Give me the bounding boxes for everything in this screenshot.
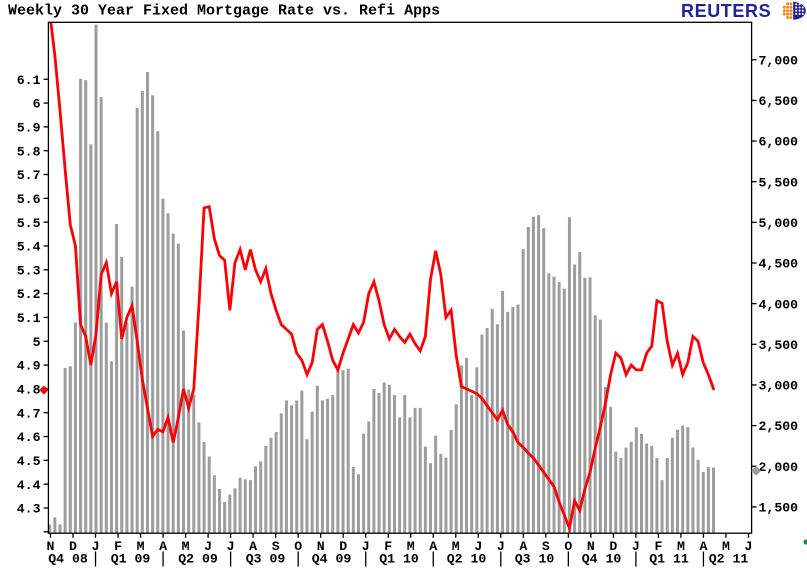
svg-text:D: D <box>609 539 617 554</box>
svg-text:N: N <box>47 539 55 554</box>
svg-text:4,500: 4,500 <box>759 257 799 272</box>
svg-text:4,000: 4,000 <box>759 297 799 312</box>
svg-text:M: M <box>407 539 415 554</box>
svg-text:A: A <box>519 539 527 554</box>
svg-text:M: M <box>182 539 190 554</box>
svg-text:5,500: 5,500 <box>759 175 799 190</box>
svg-text:F: F <box>114 539 122 554</box>
svg-text:Q4 09: Q4 09 <box>312 552 352 567</box>
svg-text:J: J <box>474 539 482 554</box>
svg-text:A: A <box>159 539 167 554</box>
svg-text:Q2 10: Q2 10 <box>447 552 487 567</box>
svg-text:5: 5 <box>33 335 41 350</box>
svg-text:4.8: 4.8 <box>17 383 41 398</box>
svg-text:7,000: 7,000 <box>759 53 799 68</box>
svg-text:REUTERS: REUTERS <box>681 1 771 21</box>
svg-text:5.2: 5.2 <box>17 287 41 302</box>
svg-text:4.6: 4.6 <box>17 430 41 445</box>
svg-text:3,000: 3,000 <box>759 379 799 394</box>
svg-text:O: O <box>294 539 302 554</box>
svg-text:J: J <box>362 539 370 554</box>
svg-text:5.5: 5.5 <box>17 216 41 231</box>
svg-text:F: F <box>654 539 662 554</box>
svg-text:Q2 11: Q2 11 <box>709 552 749 567</box>
svg-text:5.9: 5.9 <box>17 120 41 135</box>
svg-text:S: S <box>272 539 280 554</box>
svg-text:M: M <box>677 539 685 554</box>
svg-text:5.7: 5.7 <box>17 168 41 183</box>
svg-text:4.5: 4.5 <box>17 454 41 469</box>
svg-text:Weekly 30 Year Fixed Mortgage: Weekly 30 Year Fixed Mortgage Rate vs. R… <box>8 2 440 19</box>
svg-text:6.1: 6.1 <box>17 73 41 88</box>
svg-text:J: J <box>745 539 753 554</box>
svg-text:M: M <box>452 539 460 554</box>
svg-text:N: N <box>317 539 325 554</box>
svg-text:J: J <box>497 539 505 554</box>
svg-text:4.9: 4.9 <box>17 359 41 374</box>
svg-text:5.8: 5.8 <box>17 144 41 159</box>
svg-text:J: J <box>204 539 212 554</box>
svg-text:6: 6 <box>33 97 41 112</box>
svg-text:A: A <box>699 539 707 554</box>
svg-text:O: O <box>564 539 572 554</box>
svg-text:Q1 09: Q1 09 <box>111 552 151 567</box>
svg-text:J: J <box>632 539 640 554</box>
svg-text:4.4: 4.4 <box>17 478 41 493</box>
svg-text:5.6: 5.6 <box>17 192 41 207</box>
svg-text:4.3: 4.3 <box>17 502 41 517</box>
svg-text:F: F <box>384 539 392 554</box>
svg-text:S: S <box>542 539 550 554</box>
svg-text:Q2 09: Q2 09 <box>178 552 218 567</box>
svg-text:Q1 10: Q1 10 <box>379 552 419 567</box>
svg-text:J: J <box>92 539 100 554</box>
svg-text:M: M <box>722 539 730 554</box>
svg-text:M: M <box>137 539 145 554</box>
svg-text:1,500: 1,500 <box>759 501 799 516</box>
svg-text:5.1: 5.1 <box>17 311 41 326</box>
svg-text:5,000: 5,000 <box>759 216 799 231</box>
svg-text:N: N <box>587 539 595 554</box>
svg-text:6,000: 6,000 <box>759 135 799 150</box>
svg-text:Q3 10: Q3 10 <box>515 552 555 567</box>
svg-text:2,000: 2,000 <box>759 460 799 475</box>
svg-text:5.4: 5.4 <box>17 240 41 255</box>
svg-text:J: J <box>227 539 235 554</box>
svg-text:D: D <box>69 539 77 554</box>
svg-text:A: A <box>249 539 257 554</box>
svg-text:D: D <box>339 539 347 554</box>
svg-text:5.3: 5.3 <box>17 263 41 278</box>
svg-text:Q1 11: Q1 11 <box>649 552 689 567</box>
svg-text:6,500: 6,500 <box>759 94 799 109</box>
svg-text:Q3 09: Q3 09 <box>246 552 286 567</box>
svg-text:A: A <box>429 539 437 554</box>
svg-text:Q4 10: Q4 10 <box>582 552 622 567</box>
svg-text:3,500: 3,500 <box>759 338 799 353</box>
svg-text:4.7: 4.7 <box>17 406 41 421</box>
svg-text:Q4 08: Q4 08 <box>48 552 88 567</box>
svg-text:2,500: 2,500 <box>759 419 799 434</box>
